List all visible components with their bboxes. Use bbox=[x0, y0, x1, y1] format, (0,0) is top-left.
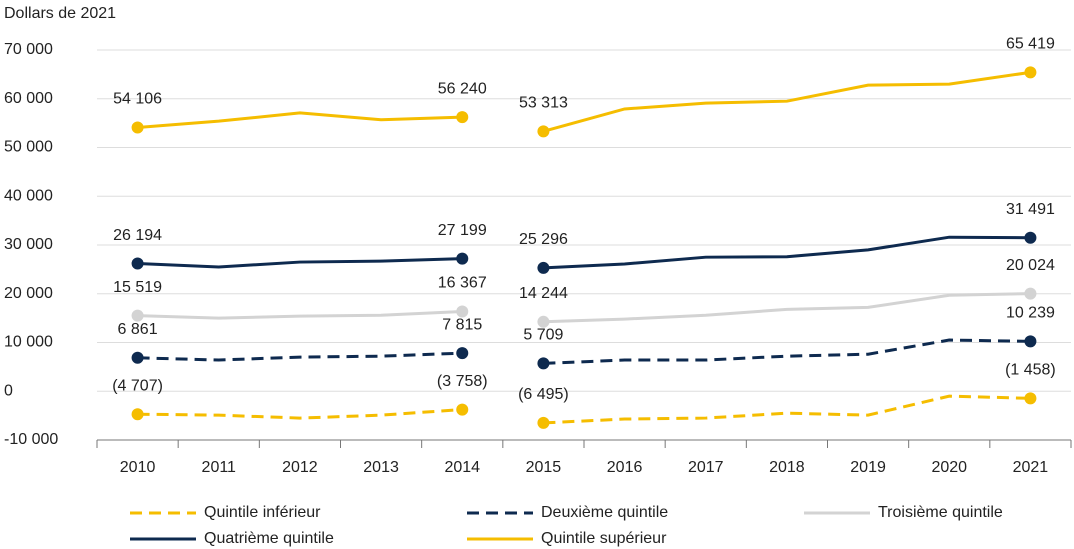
series-line bbox=[543, 292, 1031, 324]
point bbox=[456, 403, 469, 416]
series-line bbox=[137, 257, 463, 269]
point bbox=[131, 309, 144, 322]
x-tick-label: 2021 bbox=[1013, 459, 1049, 476]
y-axis-label: Dollars de 2021 bbox=[4, 5, 116, 22]
point bbox=[537, 315, 550, 328]
data-label: 20 024 bbox=[1006, 257, 1055, 274]
data-label: (3 758) bbox=[437, 373, 488, 390]
data-label: 6 861 bbox=[118, 321, 158, 338]
y-tick-label: 20 000 bbox=[4, 285, 53, 302]
legend-label: Quintile inférieur bbox=[204, 504, 321, 521]
data-label: 65 419 bbox=[1006, 36, 1055, 53]
series-line bbox=[137, 111, 463, 129]
point bbox=[537, 261, 550, 274]
x-tick-label: 2013 bbox=[363, 459, 399, 476]
y-tick-label: 40 000 bbox=[4, 187, 53, 204]
point bbox=[1024, 66, 1037, 79]
y-tick-label: 70 000 bbox=[4, 41, 53, 58]
y-tick-label: 0 bbox=[4, 382, 13, 399]
data-label: 56 240 bbox=[438, 80, 487, 97]
series-line bbox=[137, 309, 463, 320]
series-line bbox=[137, 351, 463, 362]
point bbox=[537, 125, 550, 138]
series-line bbox=[137, 408, 463, 420]
data-label: 54 106 bbox=[113, 91, 162, 108]
y-tick-label: 60 000 bbox=[4, 90, 53, 107]
point bbox=[456, 305, 469, 318]
point bbox=[456, 347, 469, 360]
x-tick-label: 2016 bbox=[607, 459, 643, 476]
point bbox=[456, 111, 469, 124]
point bbox=[131, 121, 144, 134]
data-label: 15 519 bbox=[113, 279, 162, 296]
legend-label: Deuxième quintile bbox=[541, 504, 668, 521]
series-line bbox=[543, 394, 1031, 425]
x-tick-label: 2012 bbox=[282, 459, 318, 476]
point bbox=[1024, 392, 1037, 405]
x-tick-label: 2011 bbox=[202, 459, 237, 476]
point bbox=[456, 252, 469, 265]
series-line bbox=[543, 235, 1031, 270]
x-tick-label: 2018 bbox=[769, 459, 805, 476]
series-line bbox=[543, 338, 1031, 365]
x-tick-label: 2017 bbox=[688, 459, 724, 476]
x-tick-label: 2010 bbox=[120, 459, 156, 476]
data-label: (6 495) bbox=[518, 386, 569, 403]
series-line bbox=[543, 70, 1031, 133]
legend-label: Quintile supérieur bbox=[541, 530, 667, 547]
data-label: 7 815 bbox=[442, 316, 482, 333]
y-tick-label: -10 000 bbox=[4, 431, 58, 448]
data-label: (4 707) bbox=[112, 377, 163, 394]
data-label: 5 709 bbox=[523, 327, 563, 344]
data-label: (1 458) bbox=[1005, 362, 1056, 379]
x-tick-label: 2014 bbox=[444, 459, 480, 476]
point bbox=[1024, 335, 1037, 348]
data-label: 16 367 bbox=[438, 275, 487, 292]
x-tick-label: 2020 bbox=[931, 459, 967, 476]
x-tick-label: 2015 bbox=[526, 459, 562, 476]
data-label: 31 491 bbox=[1006, 201, 1055, 218]
point bbox=[1024, 231, 1037, 244]
data-label: 25 296 bbox=[519, 231, 568, 248]
x-tick-label: 2019 bbox=[850, 459, 886, 476]
point bbox=[537, 416, 550, 429]
point bbox=[131, 408, 144, 421]
data-label: 10 239 bbox=[1006, 305, 1055, 322]
point bbox=[131, 351, 144, 364]
legend-label: Troisième quintile bbox=[878, 504, 1003, 521]
y-tick-label: 30 000 bbox=[4, 236, 53, 253]
legend-label: Quatrième quintile bbox=[204, 530, 334, 547]
data-label: 53 313 bbox=[519, 95, 568, 112]
y-tick-label: 50 000 bbox=[4, 139, 53, 156]
data-label: 27 199 bbox=[438, 222, 487, 239]
point bbox=[1024, 287, 1037, 300]
data-label: 26 194 bbox=[113, 227, 162, 244]
point bbox=[131, 257, 144, 270]
y-tick-label: 10 000 bbox=[4, 334, 53, 351]
point bbox=[537, 357, 550, 370]
data-label: 14 244 bbox=[519, 285, 568, 302]
